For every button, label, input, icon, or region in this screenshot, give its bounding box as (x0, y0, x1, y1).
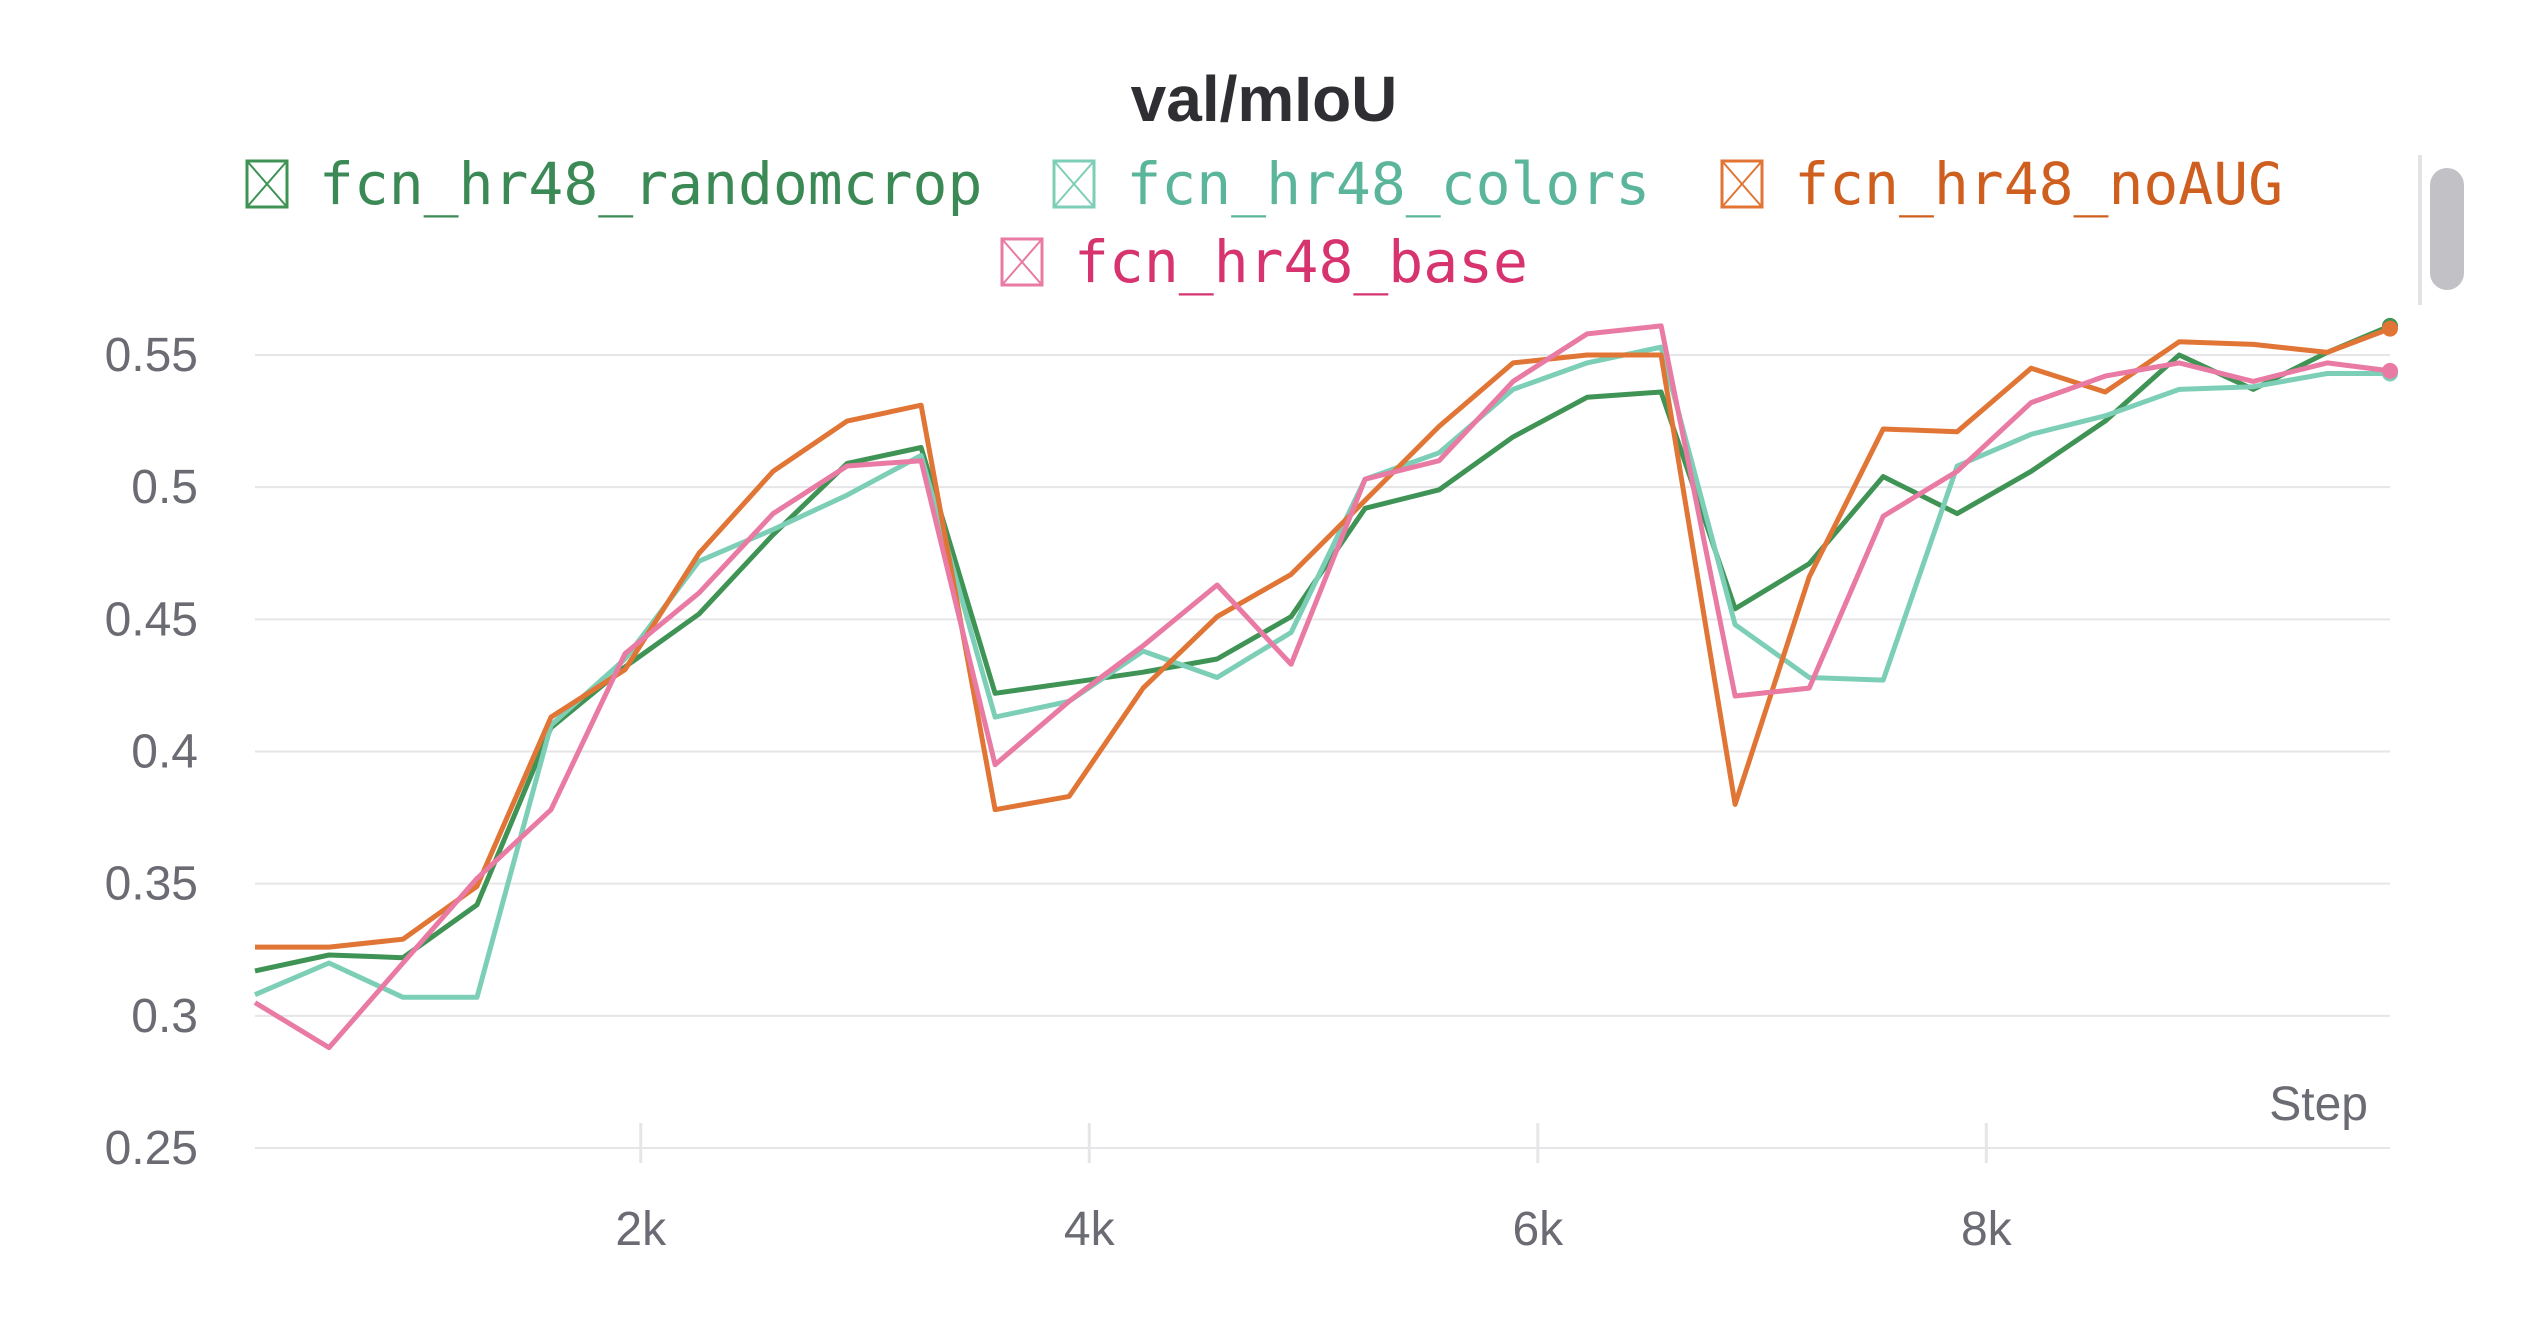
x-axis-label: Step (2269, 1078, 2368, 1131)
x-tick-label: 8k (1961, 1203, 2013, 1256)
x-tick-label: 4k (1064, 1203, 1116, 1256)
legend-scrollbar-track[interactable] (2418, 155, 2422, 305)
legend-item-base[interactable]: fcn_hr48_base (1000, 228, 1528, 296)
legend-checkbox-x-icon (1720, 159, 1764, 209)
x-tick-label: 6k (1512, 1203, 1564, 1256)
legend-label-base: fcn_hr48_base (1074, 228, 1528, 296)
legend-label-noaug: fcn_hr48_noAUG (1794, 150, 2284, 218)
series-line-fcn_hr48_noAUG[interactable] (255, 326, 2391, 950)
y-tick-label: 0.3 (131, 990, 198, 1043)
legend-checkbox-x-icon (245, 159, 289, 209)
y-tick-label: 0.5 (131, 461, 198, 514)
series-end-point-fcn_hr48_base[interactable] (2382, 362, 2398, 379)
legend-item-noaug[interactable]: fcn_hr48_noAUG (1720, 150, 2283, 218)
label-layer: 0.25 0.3 0.35 0.4 0.45 0.5 0.55 2k 4k 6k 8k Step (105, 329, 2368, 1256)
legend-item-randomcrop[interactable]: fcn_hr48_randomcrop (245, 150, 982, 218)
series-layer (253, 317, 2398, 1051)
legend-label-randomcrop: fcn_hr48_randomcrop (318, 150, 983, 218)
x-tick-label: 2k (615, 1203, 667, 1256)
legend-item-colors[interactable]: fcn_hr48_colors (1052, 150, 1650, 218)
y-tick-label: 0.25 (105, 1122, 198, 1175)
legend-label-colors: fcn_hr48_colors (1126, 150, 1651, 218)
tick-layer (639, 1123, 1988, 1163)
legend-checkbox-x-icon (1000, 237, 1044, 287)
chart-title: val/mIoU (1130, 63, 1398, 135)
grid-layer (255, 354, 2390, 1149)
series-end-point-fcn_hr48_noAUG[interactable] (2382, 320, 2398, 337)
legend-checkbox-x-icon (1052, 159, 1096, 209)
y-tick-label: 0.4 (131, 726, 198, 779)
legend-scrollbar-thumb[interactable] (2430, 168, 2464, 290)
y-tick-label: 0.55 (105, 329, 198, 382)
y-tick-label: 0.35 (105, 858, 198, 911)
series-line-fcn_hr48_colors[interactable] (254, 344, 2390, 1000)
legend-row-1: fcn_hr48_randomcrop fcn_hr48_colors fcn_… (0, 150, 2528, 218)
y-tick-label: 0.45 (105, 593, 198, 646)
legend-row-2: fcn_hr48_base (0, 228, 2528, 296)
series-line-fcn_hr48_base[interactable] (253, 323, 2391, 1051)
